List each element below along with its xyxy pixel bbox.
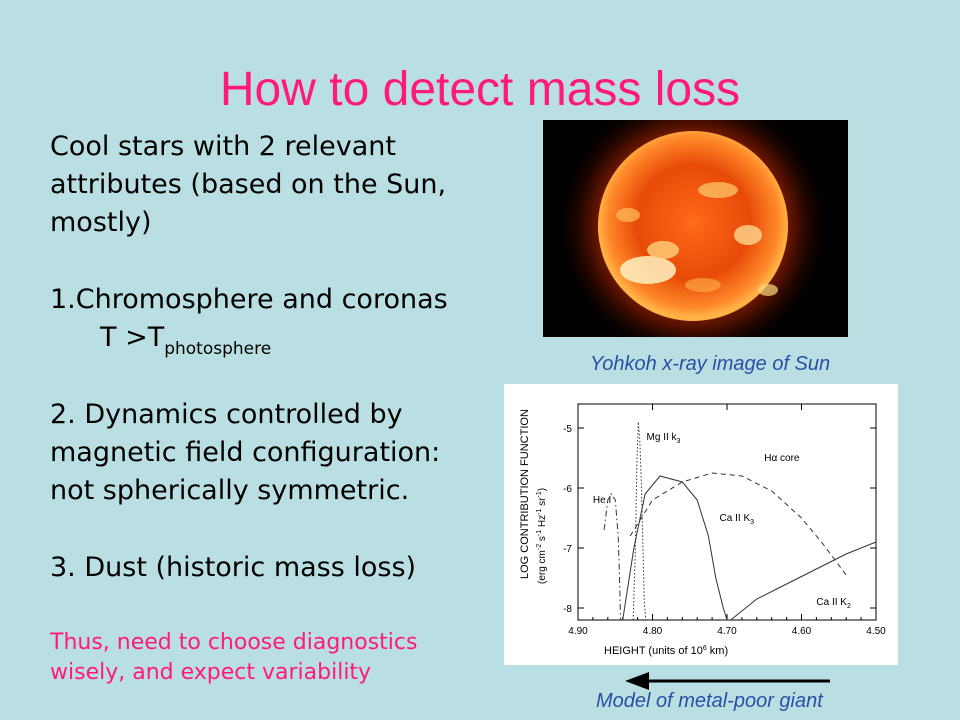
plot-svg: LOG CONTRIBUTION FUNCTION (erg cm-2 s-1 … bbox=[519, 403, 886, 657]
x-label-prefix: HEIGHT (units of 10 bbox=[604, 645, 703, 657]
point-2: 2. Dynamics controlled by magnetic field… bbox=[50, 396, 440, 510]
y-tick-label: -8 bbox=[563, 604, 572, 615]
point-2-line-1: 2. Dynamics controlled by bbox=[50, 399, 403, 430]
series-label: Hα core bbox=[764, 453, 800, 464]
y-tick-label: -7 bbox=[563, 544, 572, 555]
series-line bbox=[730, 541, 877, 621]
sun-xray-image bbox=[543, 120, 848, 337]
temperature-subscript: photosphere bbox=[164, 339, 272, 359]
temperature-text: T >T bbox=[100, 322, 165, 353]
y-axis-label: LOG CONTRIBUTION FUNCTION bbox=[519, 409, 531, 579]
conclusion-line-2: wisely, and expect variability bbox=[50, 660, 372, 685]
series-line bbox=[603, 493, 621, 621]
contribution-function-plot: LOG CONTRIBUTION FUNCTION (erg cm-2 s-1 … bbox=[504, 384, 898, 665]
x-tick-label: 4.90 bbox=[568, 626, 588, 637]
intro-line-1: Cool stars with 2 relevant bbox=[50, 131, 397, 162]
point-3: 3. Dust (historic mass loss) bbox=[50, 552, 417, 583]
point-1-line: 1.Chromosphere and coronas bbox=[50, 284, 448, 315]
left-arrow-icon bbox=[625, 672, 830, 690]
y-axis-units: (erg cm-2 s-1 Hz-1 sr-1) bbox=[536, 488, 548, 584]
series-label: He I bbox=[593, 495, 611, 506]
series-line bbox=[622, 475, 728, 621]
point-2-line-3: not spherically symmetric. bbox=[50, 475, 410, 506]
conclusion-line-1: Thus, need to choose diagnostics bbox=[50, 630, 418, 655]
sun-graphic bbox=[555, 120, 831, 337]
y-tick-label: -5 bbox=[563, 424, 572, 435]
sun-caption: Yohkoh x-ray image of Sun bbox=[590, 353, 831, 375]
x-label-sup: 6 bbox=[703, 645, 707, 652]
y-units-prefix: (erg cm bbox=[537, 550, 548, 584]
series-label: Ca II K3 bbox=[720, 513, 755, 526]
x-tick-label: 4.80 bbox=[643, 626, 663, 637]
intro-text: Cool stars with 2 relevant attributes (b… bbox=[50, 128, 446, 242]
point-2-line-2: magnetic field configuration: bbox=[50, 437, 441, 468]
point-1: 1.Chromosphere and coronas T >Tphotosphe… bbox=[50, 281, 448, 360]
intro-line-2: attributes (based on the Sun, bbox=[50, 169, 447, 200]
series-label: Mg II k3 bbox=[647, 432, 681, 445]
slide-title: How to detect mass loss bbox=[219, 63, 741, 116]
y-tick-label: -6 bbox=[563, 484, 572, 495]
plot-frame bbox=[577, 403, 877, 621]
series-label: Ca II K2 bbox=[816, 597, 851, 610]
intro-line-3: mostly) bbox=[50, 207, 152, 238]
x-tick-label: 4.60 bbox=[792, 626, 812, 637]
temperature-line: T >Tphotosphere bbox=[50, 319, 448, 360]
series-line bbox=[629, 472, 847, 576]
series-line bbox=[632, 421, 647, 621]
x-axis-label: HEIGHT (units of 106 km) bbox=[604, 645, 728, 657]
plot-caption: Model of metal-poor giant bbox=[596, 690, 823, 712]
conclusion-text: Thus, need to choose diagnostics wisely,… bbox=[50, 628, 417, 688]
x-tick-label: 4.50 bbox=[866, 626, 886, 637]
x-label-end: km) bbox=[707, 645, 728, 657]
x-tick-label: 4.70 bbox=[717, 626, 737, 637]
